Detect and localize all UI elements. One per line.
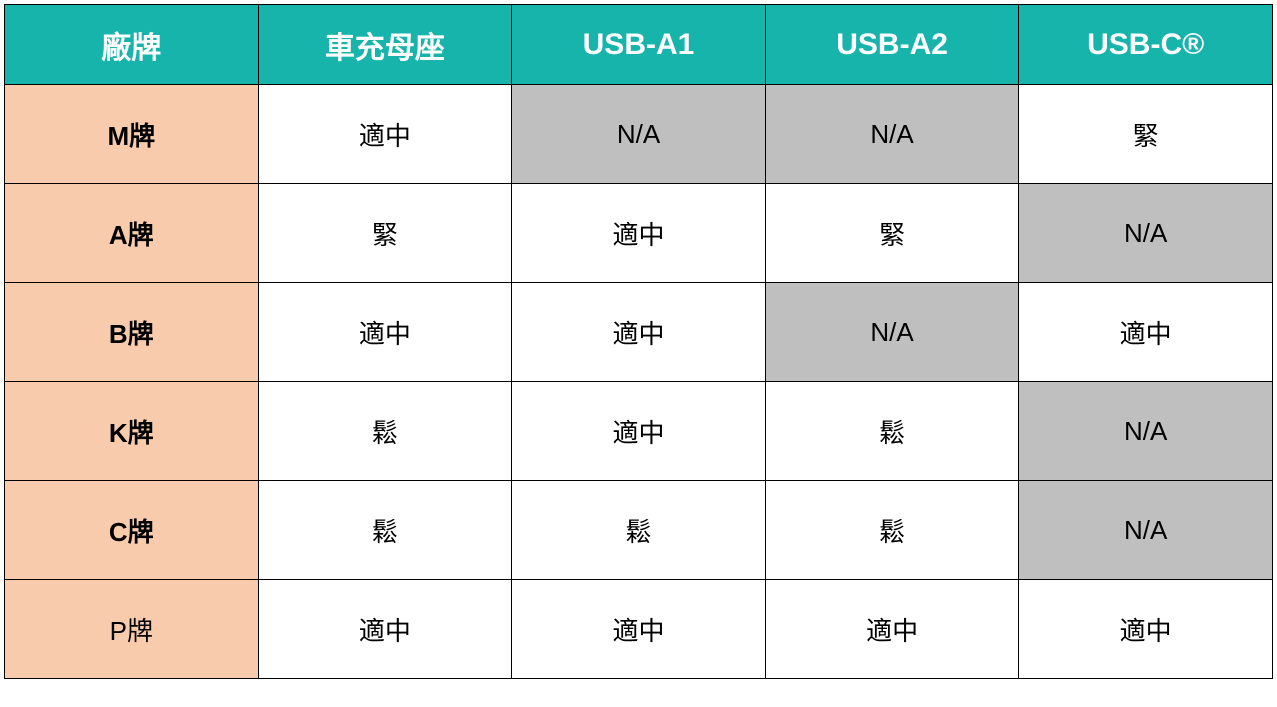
table-row: B牌適中適中N/A適中 bbox=[5, 283, 1273, 382]
table-row: A牌緊適中緊N/A bbox=[5, 184, 1273, 283]
data-cell: 鬆 bbox=[512, 481, 766, 580]
table-row: K牌鬆適中鬆N/A bbox=[5, 382, 1273, 481]
data-cell: 適中 bbox=[258, 580, 512, 679]
data-cell: 適中 bbox=[258, 85, 512, 184]
data-cell: 適中 bbox=[512, 283, 766, 382]
col-header-usbc: USB-C® bbox=[1019, 5, 1273, 85]
col-header-socket: 車充母座 bbox=[258, 5, 512, 85]
data-cell: 鬆 bbox=[258, 382, 512, 481]
brand-cell: M牌 bbox=[5, 85, 259, 184]
data-cell: 適中 bbox=[258, 283, 512, 382]
table-header-row: 廠牌 車充母座 USB-A1 USB-A2 USB-C® bbox=[5, 5, 1273, 85]
data-cell: 鬆 bbox=[765, 382, 1019, 481]
comparison-table: 廠牌 車充母座 USB-A1 USB-A2 USB-C® M牌適中N/AN/A緊… bbox=[4, 4, 1273, 679]
col-header-usba1: USB-A1 bbox=[512, 5, 766, 85]
brand-cell: B牌 bbox=[5, 283, 259, 382]
data-cell: N/A bbox=[1019, 184, 1273, 283]
data-cell: 適中 bbox=[512, 580, 766, 679]
table-row: C牌鬆鬆鬆N/A bbox=[5, 481, 1273, 580]
data-cell: 鬆 bbox=[258, 481, 512, 580]
data-cell: 緊 bbox=[258, 184, 512, 283]
data-cell: N/A bbox=[1019, 481, 1273, 580]
data-cell: 緊 bbox=[1019, 85, 1273, 184]
data-cell: 適中 bbox=[1019, 580, 1273, 679]
brand-cell: C牌 bbox=[5, 481, 259, 580]
col-header-usba2: USB-A2 bbox=[765, 5, 1019, 85]
data-cell: N/A bbox=[1019, 382, 1273, 481]
brand-cell: K牌 bbox=[5, 382, 259, 481]
table-row: P牌適中適中適中適中 bbox=[5, 580, 1273, 679]
data-cell: N/A bbox=[512, 85, 766, 184]
data-cell: 緊 bbox=[765, 184, 1019, 283]
data-cell: N/A bbox=[765, 283, 1019, 382]
table-body: M牌適中N/AN/A緊A牌緊適中緊N/AB牌適中適中N/A適中K牌鬆適中鬆N/A… bbox=[5, 85, 1273, 679]
data-cell: N/A bbox=[765, 85, 1019, 184]
brand-cell: A牌 bbox=[5, 184, 259, 283]
data-cell: 適中 bbox=[512, 382, 766, 481]
data-cell: 鬆 bbox=[765, 481, 1019, 580]
table-row: M牌適中N/AN/A緊 bbox=[5, 85, 1273, 184]
data-cell: 適中 bbox=[1019, 283, 1273, 382]
data-cell: 適中 bbox=[765, 580, 1019, 679]
brand-cell: P牌 bbox=[5, 580, 259, 679]
data-cell: 適中 bbox=[512, 184, 766, 283]
col-header-brand: 廠牌 bbox=[5, 5, 259, 85]
